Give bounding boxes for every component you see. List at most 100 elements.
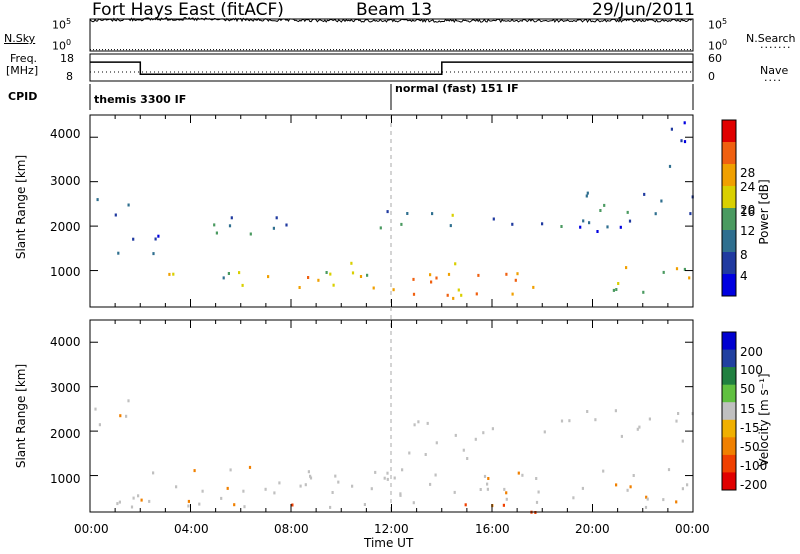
velocity-cell bbox=[399, 493, 402, 497]
power-cell bbox=[172, 272, 175, 276]
velocity-cell bbox=[94, 407, 97, 411]
power-cell bbox=[625, 266, 628, 270]
power-cbar-tick-16: 16 bbox=[740, 205, 756, 219]
power-cell bbox=[275, 216, 278, 220]
velocity-cell bbox=[487, 477, 490, 480]
velocity-cbar-tick-minus100: -100 bbox=[740, 459, 768, 473]
power-cell bbox=[452, 296, 455, 300]
power-colorbar-frame bbox=[721, 119, 737, 297]
velocity-cbar-tick-minus50: -50 bbox=[740, 440, 760, 454]
velocity-cbar-tick-100: 100 bbox=[740, 363, 763, 377]
power-cell bbox=[96, 198, 99, 202]
power-cell bbox=[660, 199, 663, 203]
power-cell bbox=[350, 261, 353, 265]
nsky-left-tick-bottom: 100 bbox=[52, 38, 72, 53]
velocity-colorbar-band bbox=[722, 437, 736, 456]
velocity-cell bbox=[140, 498, 143, 502]
power-cell bbox=[505, 272, 508, 276]
nave-right-tick-bottom: 0 bbox=[708, 70, 715, 83]
velocity-cell bbox=[226, 486, 229, 490]
power-colorbar-band bbox=[722, 208, 736, 231]
freq-line bbox=[90, 61, 693, 76]
velocity-cell bbox=[535, 500, 539, 504]
velocity-cell bbox=[474, 437, 477, 441]
velocity-cell bbox=[466, 457, 469, 460]
velocity-cell bbox=[152, 471, 155, 475]
power-cell bbox=[603, 203, 606, 207]
velocity-ytick-2000: 2000 bbox=[50, 427, 81, 441]
velocity-cell bbox=[304, 483, 307, 487]
power-cell bbox=[447, 272, 451, 276]
velocity-colorbar-frame bbox=[721, 331, 737, 491]
velocity-cell bbox=[675, 500, 678, 504]
nsearch-legend-dots: ······· bbox=[760, 41, 792, 54]
freq-label: Freq. bbox=[10, 52, 38, 65]
power-ytick-2000: 2000 bbox=[50, 220, 81, 234]
power-cell bbox=[228, 224, 232, 228]
power-cell bbox=[449, 224, 452, 228]
velocity-cell bbox=[620, 434, 623, 438]
power-colorbar-band bbox=[722, 252, 736, 275]
power-cell bbox=[596, 230, 599, 233]
power-cell bbox=[662, 270, 665, 274]
power-cell bbox=[406, 212, 409, 215]
velocity-cell bbox=[193, 469, 196, 473]
velocity-cell bbox=[393, 476, 396, 480]
beam-title: Beam 13 bbox=[356, 0, 433, 20]
xtick-0400: 04:00 bbox=[174, 522, 209, 536]
power-cell bbox=[386, 210, 389, 214]
velocity-cell bbox=[686, 483, 689, 487]
power-colorbar-band bbox=[722, 186, 736, 209]
power-cell bbox=[643, 192, 646, 196]
velocity-cell bbox=[503, 487, 506, 491]
power-cell bbox=[626, 210, 629, 214]
velocity-cell bbox=[309, 476, 313, 480]
velocity-cell bbox=[309, 474, 312, 478]
power-cell bbox=[241, 283, 244, 287]
velocity-colorbar-band bbox=[722, 332, 736, 351]
power-cell bbox=[227, 272, 230, 275]
power-cbar-tick-24: 24 bbox=[740, 180, 756, 194]
power-cell bbox=[222, 276, 225, 280]
power-cell bbox=[668, 164, 672, 168]
velocity-ytick-3000: 3000 bbox=[50, 381, 81, 395]
velocity-cell bbox=[645, 495, 648, 499]
velocity-cell bbox=[632, 474, 635, 477]
power-cell bbox=[511, 292, 514, 296]
power-cell bbox=[238, 271, 241, 275]
nsearch-label: N.Search bbox=[746, 32, 796, 45]
power-cell bbox=[157, 234, 160, 238]
power-cbar-tick-8: 8 bbox=[740, 248, 748, 262]
power-cell bbox=[619, 225, 622, 229]
velocity-cell bbox=[363, 503, 366, 506]
velocity-cell bbox=[412, 501, 415, 505]
velocity-cell bbox=[278, 481, 281, 485]
power-cell bbox=[683, 121, 686, 125]
power-cell bbox=[585, 194, 588, 198]
power-cell bbox=[477, 273, 480, 277]
velocity-cell bbox=[586, 410, 589, 413]
power-cell bbox=[154, 237, 157, 241]
power-cell bbox=[675, 267, 679, 271]
velocity-cell bbox=[132, 496, 135, 500]
power-cell bbox=[599, 209, 602, 212]
nsky-right-tick-bottom: 100 bbox=[708, 38, 728, 53]
power-cell bbox=[683, 140, 687, 144]
power-cell bbox=[541, 222, 544, 226]
velocity-cell bbox=[629, 485, 632, 489]
power-ylabel: Slant Range [km] bbox=[14, 155, 28, 259]
power-cell bbox=[431, 212, 434, 216]
velocity-cell bbox=[435, 441, 438, 445]
velocity-cell bbox=[374, 470, 377, 474]
power-cell bbox=[582, 219, 585, 223]
velocity-cell bbox=[646, 497, 649, 501]
velocity-cell bbox=[248, 465, 252, 469]
velocity-cell bbox=[594, 418, 597, 422]
velocity-cell bbox=[370, 487, 373, 491]
velocity-cell bbox=[491, 427, 494, 431]
power-cell bbox=[412, 292, 416, 296]
power-cell bbox=[689, 212, 692, 216]
power-cell bbox=[446, 293, 449, 297]
power-cbar-tick-4: 4 bbox=[740, 269, 748, 283]
power-ytick-1000: 1000 bbox=[50, 265, 81, 279]
